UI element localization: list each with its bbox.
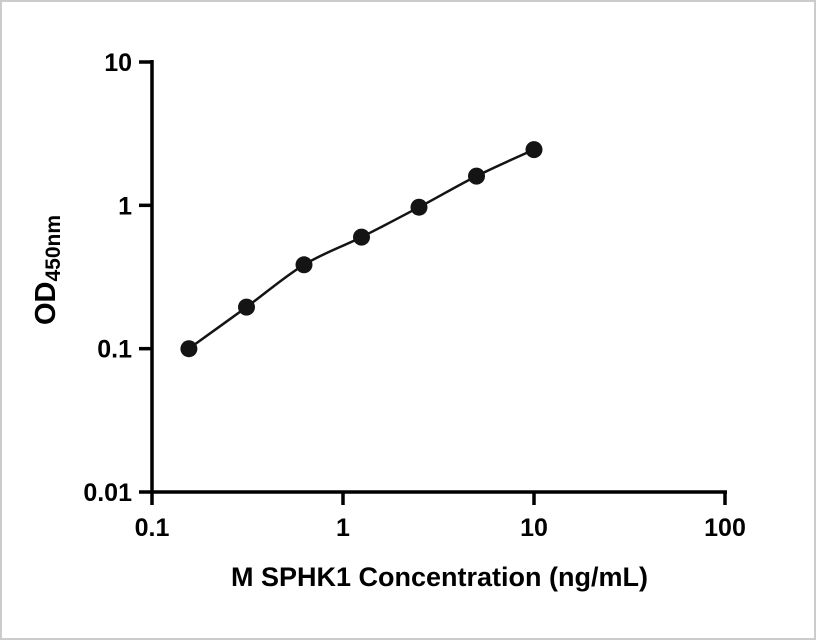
x-axis-title: M SPHK1 Concentration (ng/mL) (231, 562, 648, 592)
y-axis-title-subscript: 450nm (42, 214, 65, 282)
data-point (525, 141, 543, 159)
y-axis-tick-label: 0.01 (83, 479, 132, 507)
y-axis-tick-label: 0.1 (97, 336, 132, 364)
y-axis-title: OD450nm (30, 215, 66, 325)
data-point (468, 167, 485, 185)
data-point (180, 340, 198, 358)
data-point (238, 298, 255, 316)
y-axis-tick-label: 1 (118, 192, 132, 220)
data-point (353, 228, 370, 246)
data-point (410, 198, 428, 216)
axis-line (150, 60, 727, 494)
data-points-group (180, 141, 543, 358)
x-axis-tick-label: 100 (704, 514, 746, 542)
x-axis-tick-label: 10 (520, 514, 548, 542)
y-axis-title-main: OD (30, 281, 62, 326)
data-point (295, 256, 313, 274)
x-axis-tick-label: 1 (336, 514, 350, 542)
x-axis-tick-label: 0.1 (135, 514, 170, 542)
y-axis-tick-label: 10 (104, 49, 132, 77)
